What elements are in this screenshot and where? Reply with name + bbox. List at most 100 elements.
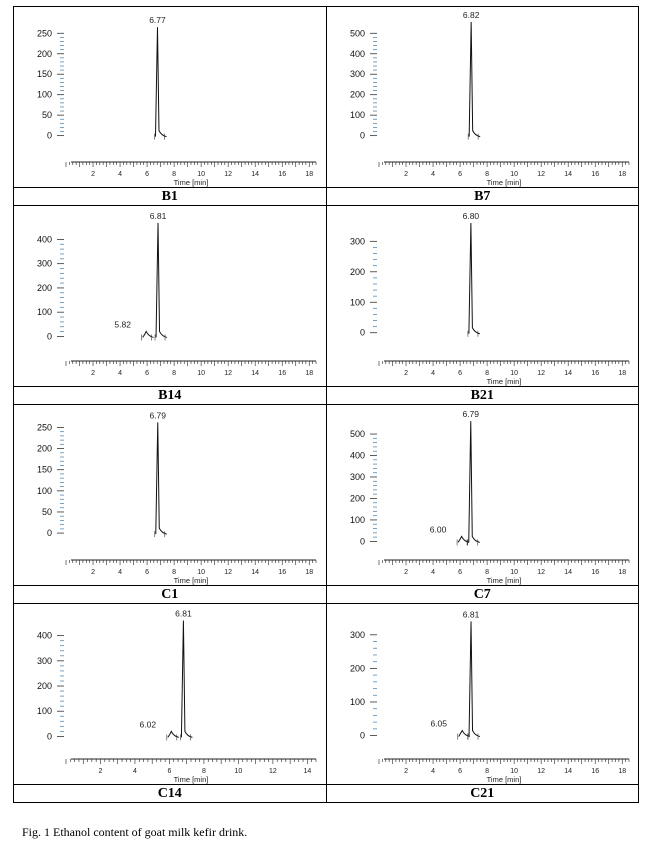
peak xyxy=(167,730,179,738)
y-tick-label: 0 xyxy=(359,328,364,338)
chromatogram-panel: 0 50 100 150 200 250 2 4 6 8 10 12 14 16 18 Time [min] 6… xyxy=(13,6,327,188)
chromatogram-plot: 0 50 100 150 200 250 2 4 6 8 10 12 14 16 18 Time [min] 6… xyxy=(37,410,317,585)
peak-label: 6.05 xyxy=(430,719,447,729)
y-tick-label: 250 xyxy=(37,422,52,432)
figure-caption: Fig. 1 Ethanol content of goat milk kefi… xyxy=(22,825,248,839)
y-tick-label: 200 xyxy=(37,681,52,691)
x-tick-label: 14 xyxy=(251,171,259,178)
x-tick-label: 18 xyxy=(305,370,313,377)
y-tick-label: 150 xyxy=(37,69,52,79)
x-tick-label: 16 xyxy=(591,768,599,775)
peak-label: 6.02 xyxy=(140,719,157,729)
chromatogram-plot: 0 100 200 300 400 500 2 4 6 8 10 12 14 16 18 Time [min]… xyxy=(349,10,629,187)
chromatogram-plot: 0 100 200 300 2 4 6 8 10 12 14 16 18 Time [min] 6.05 6.… xyxy=(349,609,629,784)
y-tick-label: 150 xyxy=(37,465,52,475)
chromatogram-panel: 0 100 200 300 400 2 4 6 8 10 12 14 16 18 5.82 6.81 xyxy=(13,205,327,387)
x-tick-label: 8 xyxy=(172,171,176,178)
peak-label: 6.81 xyxy=(462,609,479,619)
peak xyxy=(468,22,480,138)
x-tick-label: 18 xyxy=(618,768,626,775)
x-tick-label: 6 xyxy=(167,768,171,775)
y-tick-label: 400 xyxy=(37,631,52,641)
x-tick-label: 18 xyxy=(305,569,313,576)
x-tick-label: 4 xyxy=(118,569,122,576)
x-tick-label: 16 xyxy=(278,370,286,377)
panel-label: B21 xyxy=(325,386,639,405)
peak-label: 6.77 xyxy=(149,15,166,25)
y-tick-label: 100 xyxy=(349,697,364,707)
x-axis-title: Time [min] xyxy=(486,377,521,386)
x-tick-label: 10 xyxy=(510,768,518,775)
y-tick-label: 100 xyxy=(349,110,364,120)
x-axis-title: Time [min] xyxy=(174,775,209,784)
panel-label: C1 xyxy=(13,585,327,604)
x-axis-title: Time [min] xyxy=(174,178,209,187)
y-tick-label: 200 xyxy=(349,267,364,277)
peak-label: 6.79 xyxy=(149,410,166,420)
y-tick-label: 500 xyxy=(349,28,364,38)
x-tick-label: 2 xyxy=(91,171,95,178)
y-tick-label: 100 xyxy=(37,307,52,317)
peak-label: 6.81 xyxy=(175,609,192,619)
x-axis-title: Time [min] xyxy=(486,178,521,187)
x-tick-label: 12 xyxy=(224,370,232,377)
x-tick-label: 18 xyxy=(305,171,313,178)
x-tick-label: 14 xyxy=(251,370,259,377)
x-tick-label: 16 xyxy=(591,370,599,377)
chromatogram-table: 0 50 100 150 200 250 2 4 6 8 10 12 14 16 18 Time [min] 6… xyxy=(13,6,639,803)
y-tick-label: 200 xyxy=(349,493,364,503)
x-tick-label: 8 xyxy=(485,569,489,576)
panel-label: B1 xyxy=(13,187,327,206)
x-tick-label: 6 xyxy=(458,569,462,576)
x-tick-label: 6 xyxy=(458,768,462,775)
chromatogram-plot: 0 50 100 150 200 250 2 4 6 8 10 12 14 16 18 Time [min] 6… xyxy=(37,15,317,187)
x-tick-label: 4 xyxy=(431,171,435,178)
peak xyxy=(468,621,480,738)
x-tick-label: 12 xyxy=(537,569,545,576)
panel-label: B14 xyxy=(13,386,327,405)
peak xyxy=(467,421,480,543)
chromatogram-panel: 0 100 200 300 2 4 6 8 10 12 14 16 18 Time [min] 6.80 xyxy=(325,205,639,387)
x-tick-label: 2 xyxy=(91,370,95,377)
y-tick-label: 0 xyxy=(359,536,364,546)
y-tick-label: 100 xyxy=(349,515,364,525)
chromatogram-plot: 0 100 200 300 2 4 6 8 10 12 14 16 18 Time [min] 6.80 xyxy=(349,211,629,386)
x-tick-label: 4 xyxy=(431,569,435,576)
y-tick-label: 0 xyxy=(47,731,52,741)
x-tick-label: 4 xyxy=(431,370,435,377)
y-tick-label: 500 xyxy=(349,429,364,439)
y-tick-label: 0 xyxy=(47,331,52,341)
x-tick-label: 6 xyxy=(458,171,462,178)
x-tick-label: 8 xyxy=(485,768,489,775)
x-axis-title: Time [min] xyxy=(486,775,521,784)
peak xyxy=(155,222,168,338)
peak-label: 6.00 xyxy=(429,524,446,534)
panel-label: B7 xyxy=(325,187,639,206)
y-tick-label: 300 xyxy=(349,630,364,640)
x-tick-label: 4 xyxy=(431,768,435,775)
x-tick-label: 10 xyxy=(510,569,518,576)
x-tick-label: 14 xyxy=(564,569,572,576)
y-tick-label: 400 xyxy=(349,49,364,59)
peak xyxy=(154,27,167,138)
y-tick-label: 0 xyxy=(47,131,52,141)
x-tick-label: 6 xyxy=(145,370,149,377)
x-tick-label: 8 xyxy=(172,569,176,576)
x-tick-label: 2 xyxy=(404,370,408,377)
x-tick-label: 16 xyxy=(278,171,286,178)
panel-label: C7 xyxy=(325,585,639,604)
chromatogram-panel: 0 100 200 300 2 4 6 8 10 12 14 16 18 Time [min] 6.05 6.… xyxy=(325,603,639,785)
x-tick-label: 8 xyxy=(485,171,489,178)
x-tick-label: 12 xyxy=(537,370,545,377)
y-tick-label: 100 xyxy=(37,90,52,100)
x-tick-label: 18 xyxy=(618,171,626,178)
y-tick-label: 250 xyxy=(37,28,52,38)
peak-label: 5.82 xyxy=(114,319,131,329)
x-tick-label: 2 xyxy=(404,171,408,178)
chromatogram-plot: 0 100 200 300 400 2 4 6 8 10 12 14 Time [min] 6.02 6.8… xyxy=(37,609,317,784)
panel-label: C21 xyxy=(325,784,639,803)
x-tick-label: 4 xyxy=(118,171,122,178)
x-tick-label: 14 xyxy=(564,370,572,377)
y-tick-label: 100 xyxy=(349,297,364,307)
y-tick-label: 50 xyxy=(42,110,52,120)
